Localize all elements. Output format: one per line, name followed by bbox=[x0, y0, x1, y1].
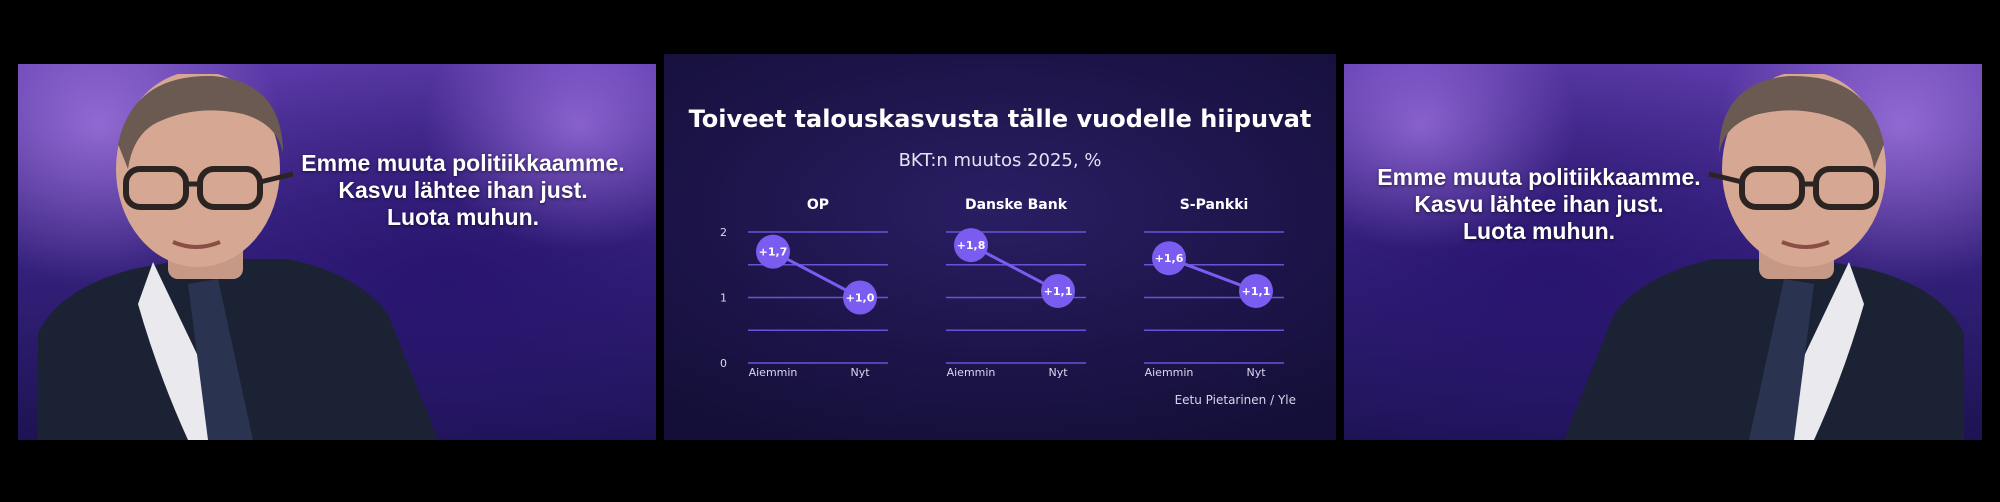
chart-title: Toiveet talouskasvusta tälle vuodelle hi… bbox=[688, 105, 1312, 133]
data-label: +1,7 bbox=[759, 246, 788, 259]
chart-credit: Eetu Pietarinen / Yle bbox=[1174, 393, 1296, 407]
data-label: +1,1 bbox=[1242, 285, 1271, 298]
data-point bbox=[1152, 241, 1186, 276]
quote-line: Kasvu lähtee ihan just. bbox=[1414, 191, 1664, 217]
chart-panel: Toiveet talouskasvusta tälle vuodelle hi… bbox=[664, 54, 1336, 440]
data-label: +1,6 bbox=[1155, 252, 1184, 265]
x-tick-label: Aiemmin bbox=[1145, 366, 1194, 379]
forecast-charts: OP 0 1 2 +1,7 Aiemmin +1,0 Nyt Danske Bank +1,8 Ai… bbox=[720, 197, 1284, 379]
chart-subtitle: BKT:n muutos 2025, % bbox=[898, 150, 1102, 171]
data-point bbox=[756, 234, 790, 269]
data-label: +1,0 bbox=[846, 292, 875, 305]
y-tick-label: 1 bbox=[720, 292, 727, 305]
panel-title: S-Pankki bbox=[1180, 197, 1249, 213]
y-tick-label: 0 bbox=[720, 357, 727, 370]
x-tick-label: Aiemmin bbox=[749, 366, 798, 379]
quote-line: Emme muuta politiikkaamme. bbox=[301, 150, 625, 176]
quote-line: Kasvu lähtee ihan just. bbox=[338, 177, 588, 203]
panel-title: Danske Bank bbox=[965, 197, 1068, 213]
x-tick-label: Nyt bbox=[850, 366, 870, 379]
y-tick-label: 2 bbox=[720, 226, 727, 239]
data-point bbox=[1239, 273, 1273, 308]
data-point bbox=[843, 280, 877, 315]
x-tick-label: Aiemmin bbox=[947, 366, 996, 379]
data-label: +1,1 bbox=[1044, 285, 1073, 298]
quote-line: Emme muuta politiikkaamme. bbox=[1377, 164, 1701, 190]
quote-overlay: Emme muuta politiikkaamme. Kasvu lähtee … bbox=[1344, 164, 1734, 245]
speaker-photo bbox=[1564, 74, 1964, 440]
right-photo-panel: Emme muuta politiikkaamme. Kasvu lähtee … bbox=[1344, 64, 1982, 440]
x-tick-label: Nyt bbox=[1246, 366, 1266, 379]
x-tick-label: Nyt bbox=[1048, 366, 1068, 379]
panel-title: OP bbox=[807, 197, 829, 213]
data-point bbox=[1041, 273, 1075, 308]
quote-line: Luota muhun. bbox=[386, 204, 540, 230]
speaker-photo bbox=[38, 74, 438, 440]
data-label: +1,8 bbox=[957, 239, 986, 252]
quote-line: Luota muhun. bbox=[1462, 218, 1616, 244]
quote-overlay: Emme muuta politiikkaamme. Kasvu lähtee … bbox=[273, 150, 653, 231]
data-point bbox=[954, 228, 988, 263]
left-photo-panel: Emme muuta politiikkaamme. Kasvu lähtee … bbox=[18, 64, 656, 440]
